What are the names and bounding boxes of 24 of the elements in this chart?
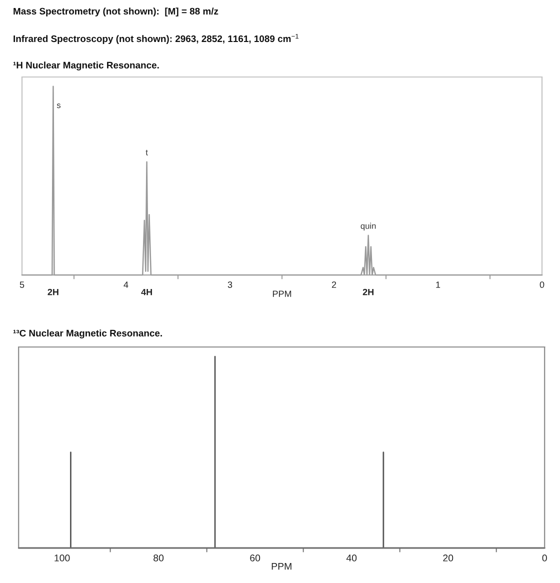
annotation: s [56,104,61,108]
chart-title: ¹³C Nuclear Magnetic Resonance. [13,330,162,338]
text: Mass Spectrometry (not shown): [M] = 88 m/z [14,8,218,16]
x-axis-title: PPM [272,562,292,570]
x-axis-title: PPM [272,290,292,297]
x-tick-label: 80 [154,554,164,562]
x-tick-label: 60 [250,554,260,562]
x-tick-label: 20 [443,554,454,562]
text: 2H [48,288,58,296]
annotation: quin [360,222,376,231]
annotation: t [146,150,148,156]
x-tick-label: 5 [20,282,24,288]
x-tick-label: 40 [346,554,357,562]
x-tick-label: 3 [228,281,232,288]
text: 4H [141,288,152,296]
x-tick-label: 1 [436,282,440,288]
text: 2H [362,288,374,296]
chart-title: ¹H Nuclear Magnetic Resonance. [13,62,159,70]
x-tick-label: 100 [54,554,70,562]
x-tick-label: 2 [332,281,336,288]
x-tick-label: 4 [124,282,128,288]
text: Infrared Spectroscopy (not shown): 2963, 2852, 1161, 1089 cm$^{−1}$ [14,34,299,44]
x-tick-label: 0 [542,554,547,562]
x-tick-label: 0 [540,281,544,288]
